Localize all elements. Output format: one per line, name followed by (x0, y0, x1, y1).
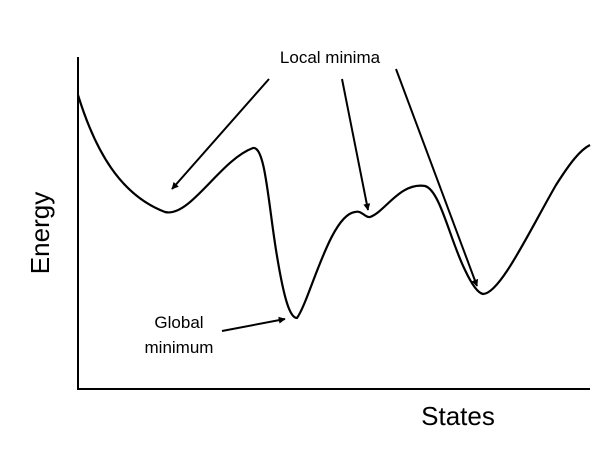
global-minimum-label-line2: minimum (145, 338, 214, 357)
energy-curve (76, 94, 591, 320)
y-axis-label: Energy (25, 192, 55, 274)
global-minimum-label-line1: Global (154, 313, 203, 332)
arrow-local-minimum-2 (341, 78, 371, 211)
arrow-local-minimum-3 (395, 68, 479, 287)
arrow-global-minimum (221, 316, 286, 332)
local-minima-label: Local minima (280, 48, 381, 67)
arrow-local-minimum-1 (171, 78, 270, 190)
x-axis-label: States (421, 401, 495, 431)
